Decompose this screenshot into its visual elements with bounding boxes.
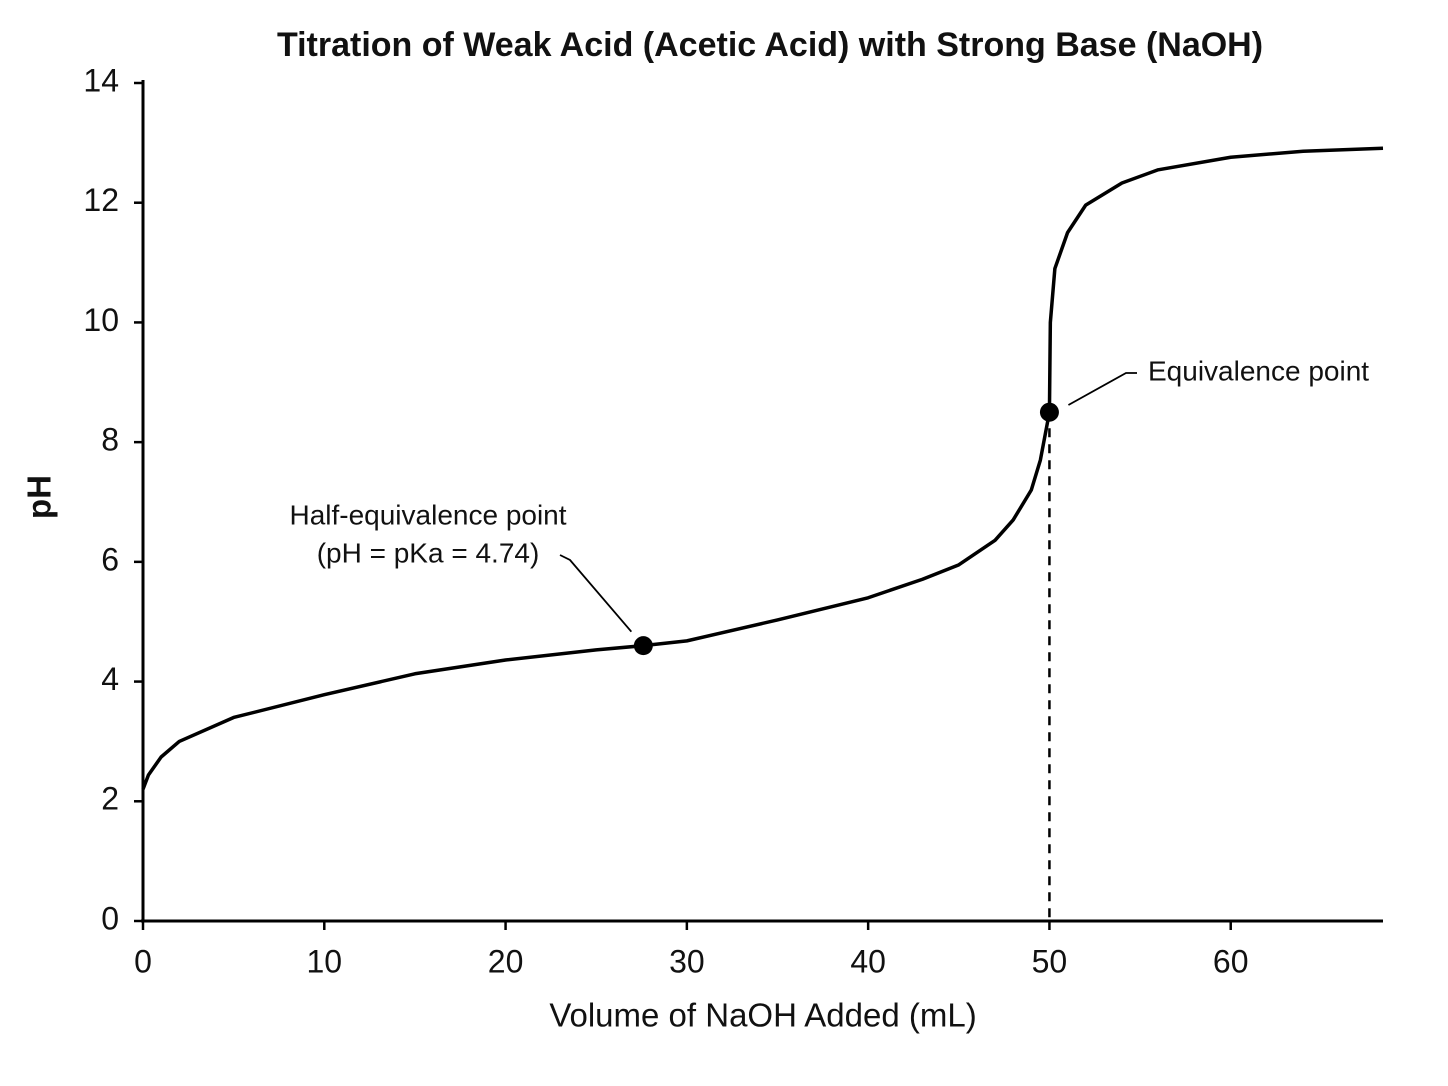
annotation-text: Equivalence point [1148,355,1369,386]
y-tick-label: 6 [101,541,119,577]
annotation-text: Half-equivalence point [289,499,566,530]
y-tick-label: 12 [83,182,119,218]
annotation-leader [559,554,633,633]
x-tick-label: 60 [1213,943,1249,979]
x-tick-label: 50 [1032,943,1068,979]
x-tick-label: 0 [134,943,152,979]
y-tick-label: 4 [101,661,119,697]
titration-curve [141,146,1384,790]
x-tick-label: 30 [669,943,705,979]
annotation-point [1039,402,1059,422]
x-tick-label: 10 [306,943,342,979]
y-tick-label: 0 [101,900,119,936]
annotation-leader [1067,372,1137,406]
annotation-text: (pH = pKa = 4.74) [317,537,540,568]
x-tick-label: 20 [488,943,524,979]
chart-title: Titration of Weak Acid (Acetic Acid) wit… [277,26,1263,64]
y-tick-label: 10 [83,302,119,338]
y-tick-label: 14 [83,62,119,98]
x-tick-label: 40 [850,943,886,979]
y-tick-label: 8 [101,422,119,458]
y-tick-label: 2 [101,781,119,817]
y-axis-label: pH [21,475,58,519]
annotation-point [633,636,653,656]
x-axis-label: Volume of NaOH Added (mL) [549,997,976,1034]
